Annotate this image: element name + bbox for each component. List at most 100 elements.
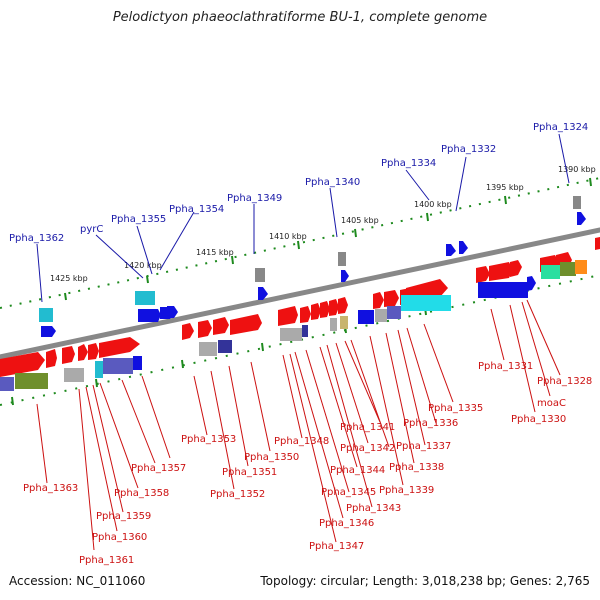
gene-feature bbox=[199, 342, 217, 356]
gene-feature bbox=[560, 262, 576, 276]
gene-arrow bbox=[446, 244, 456, 256]
gene-arrow bbox=[62, 346, 75, 364]
gene-feature bbox=[302, 325, 308, 337]
gene-label: Ppha_1342 bbox=[340, 443, 395, 454]
scale-labels: 1425 kbp 1420 kbp 1415 kbp 1410 kbp 1405… bbox=[50, 165, 596, 283]
gene-label: Ppha_1351 bbox=[222, 467, 277, 478]
gene-feature bbox=[541, 265, 560, 279]
gene-feature bbox=[573, 196, 581, 209]
gene-label: Ppha_1353 bbox=[181, 434, 236, 445]
gene-feature bbox=[401, 295, 451, 311]
gene-feature bbox=[64, 368, 84, 382]
gene-arrow bbox=[278, 306, 298, 326]
gene-label: Ppha_1349 bbox=[227, 193, 282, 204]
gene-arrow bbox=[311, 303, 321, 320]
top-leader-lines bbox=[36, 133, 570, 303]
gene-feature bbox=[103, 358, 133, 374]
gene-arrow bbox=[384, 290, 399, 307]
gene-arrow bbox=[595, 237, 600, 250]
gene-arrow bbox=[577, 212, 586, 225]
gene-label: Ppha_1328 bbox=[537, 376, 592, 387]
scale-label: 1420 kbp bbox=[124, 261, 162, 270]
gene-label: Ppha_1363 bbox=[23, 483, 78, 494]
gene-label: Ppha_1339 bbox=[379, 485, 434, 496]
gene-label: pyrC bbox=[80, 224, 103, 235]
genome-backbone bbox=[0, 227, 600, 360]
gene-label: Ppha_1324 bbox=[533, 122, 588, 133]
gene-feature bbox=[340, 316, 348, 329]
gene-label: Ppha_1332 bbox=[441, 144, 496, 155]
gene-arrow bbox=[41, 326, 56, 337]
gene-label: Ppha_1355 bbox=[111, 214, 166, 225]
upper-features bbox=[39, 196, 586, 337]
gene-label: Ppha_1360 bbox=[92, 532, 147, 543]
scale-label: 1410 kbp bbox=[269, 232, 307, 241]
gene-arrow bbox=[99, 337, 140, 358]
gene-feature bbox=[387, 306, 401, 319]
gene-label: Ppha_1347 bbox=[309, 541, 364, 552]
gene-arrow bbox=[0, 352, 45, 377]
bottom-labels: Ppha_1363 Ppha_1361 Ppha_1360 Ppha_1359 … bbox=[23, 361, 592, 566]
gene-arrow bbox=[78, 344, 88, 361]
topology-text: Topology: circular; Length: 3,018,238 bp… bbox=[260, 574, 590, 588]
gene-arrow bbox=[459, 241, 468, 254]
gene-label: Ppha_1341 bbox=[340, 422, 395, 433]
gene-feature bbox=[218, 340, 232, 353]
gene-feature bbox=[338, 252, 346, 266]
gene-feature bbox=[330, 318, 337, 331]
top-labels: Ppha_1362 pyrC Ppha_1355 Ppha_1354 Ppha_… bbox=[9, 122, 588, 244]
gene-feature bbox=[15, 373, 48, 389]
gene-label: moaC bbox=[537, 398, 566, 409]
scale-label: 1425 kbp bbox=[50, 274, 88, 283]
gene-label: Ppha_1337 bbox=[396, 441, 451, 452]
bottom-leader-lines bbox=[36, 299, 561, 551]
gene-arrow bbox=[338, 297, 348, 314]
gene-arrow bbox=[341, 270, 349, 282]
gene-arrow bbox=[258, 287, 268, 300]
gene-feature bbox=[575, 260, 587, 274]
gene-feature bbox=[375, 309, 387, 322]
gene-arrow bbox=[527, 276, 536, 291]
gene-label: Ppha_1338 bbox=[389, 462, 444, 473]
gene-label: Ppha_1344 bbox=[330, 465, 385, 476]
gene-feature bbox=[39, 308, 53, 322]
gene-arrow bbox=[320, 301, 330, 318]
scale-label: 1405 kbp bbox=[341, 216, 379, 225]
gene-feature bbox=[255, 268, 265, 282]
gene-label: Ppha_1330 bbox=[511, 414, 566, 425]
gene-arrow bbox=[198, 320, 212, 338]
gene-feature bbox=[135, 291, 155, 305]
scale-label: 1415 kbp bbox=[196, 248, 234, 257]
gene-arrow bbox=[510, 260, 522, 277]
gene-label: Ppha_1345 bbox=[321, 487, 376, 498]
gene-arrow bbox=[300, 306, 311, 323]
gene-feature bbox=[95, 361, 103, 378]
gene-arrow bbox=[182, 323, 194, 340]
gene-label: Ppha_1343 bbox=[346, 503, 401, 514]
scale-label: 1395 kbp bbox=[486, 183, 524, 192]
gene-arrow bbox=[213, 317, 229, 335]
gene-arrow bbox=[373, 292, 384, 309]
gene-arrow bbox=[167, 306, 178, 318]
gene-arrow bbox=[138, 309, 161, 322]
gene-arrow bbox=[489, 262, 513, 281]
gene-label: Ppha_1348 bbox=[274, 436, 329, 447]
gene-feature bbox=[0, 377, 14, 391]
gene-label: Ppha_1336 bbox=[403, 418, 458, 429]
gene-label: Ppha_1357 bbox=[131, 463, 186, 474]
gene-arrow bbox=[46, 349, 57, 368]
gene-label: Ppha_1361 bbox=[79, 555, 134, 566]
lower-features bbox=[0, 237, 600, 391]
diagram-title: Pelodictyon phaeoclathratiforme BU-1, co… bbox=[112, 10, 488, 25]
gene-arrow bbox=[476, 266, 490, 283]
gene-label: Ppha_1362 bbox=[9, 233, 64, 244]
gene-feature bbox=[280, 328, 302, 341]
gene-label: Ppha_1359 bbox=[96, 511, 151, 522]
gene-label: Ppha_1346 bbox=[319, 518, 374, 529]
gene-arrow bbox=[329, 299, 339, 316]
gene-label: Ppha_1350 bbox=[244, 452, 299, 463]
gene-feature bbox=[358, 310, 374, 324]
gene-label: Ppha_1358 bbox=[114, 488, 169, 499]
gene-label: Ppha_1352 bbox=[210, 489, 265, 500]
